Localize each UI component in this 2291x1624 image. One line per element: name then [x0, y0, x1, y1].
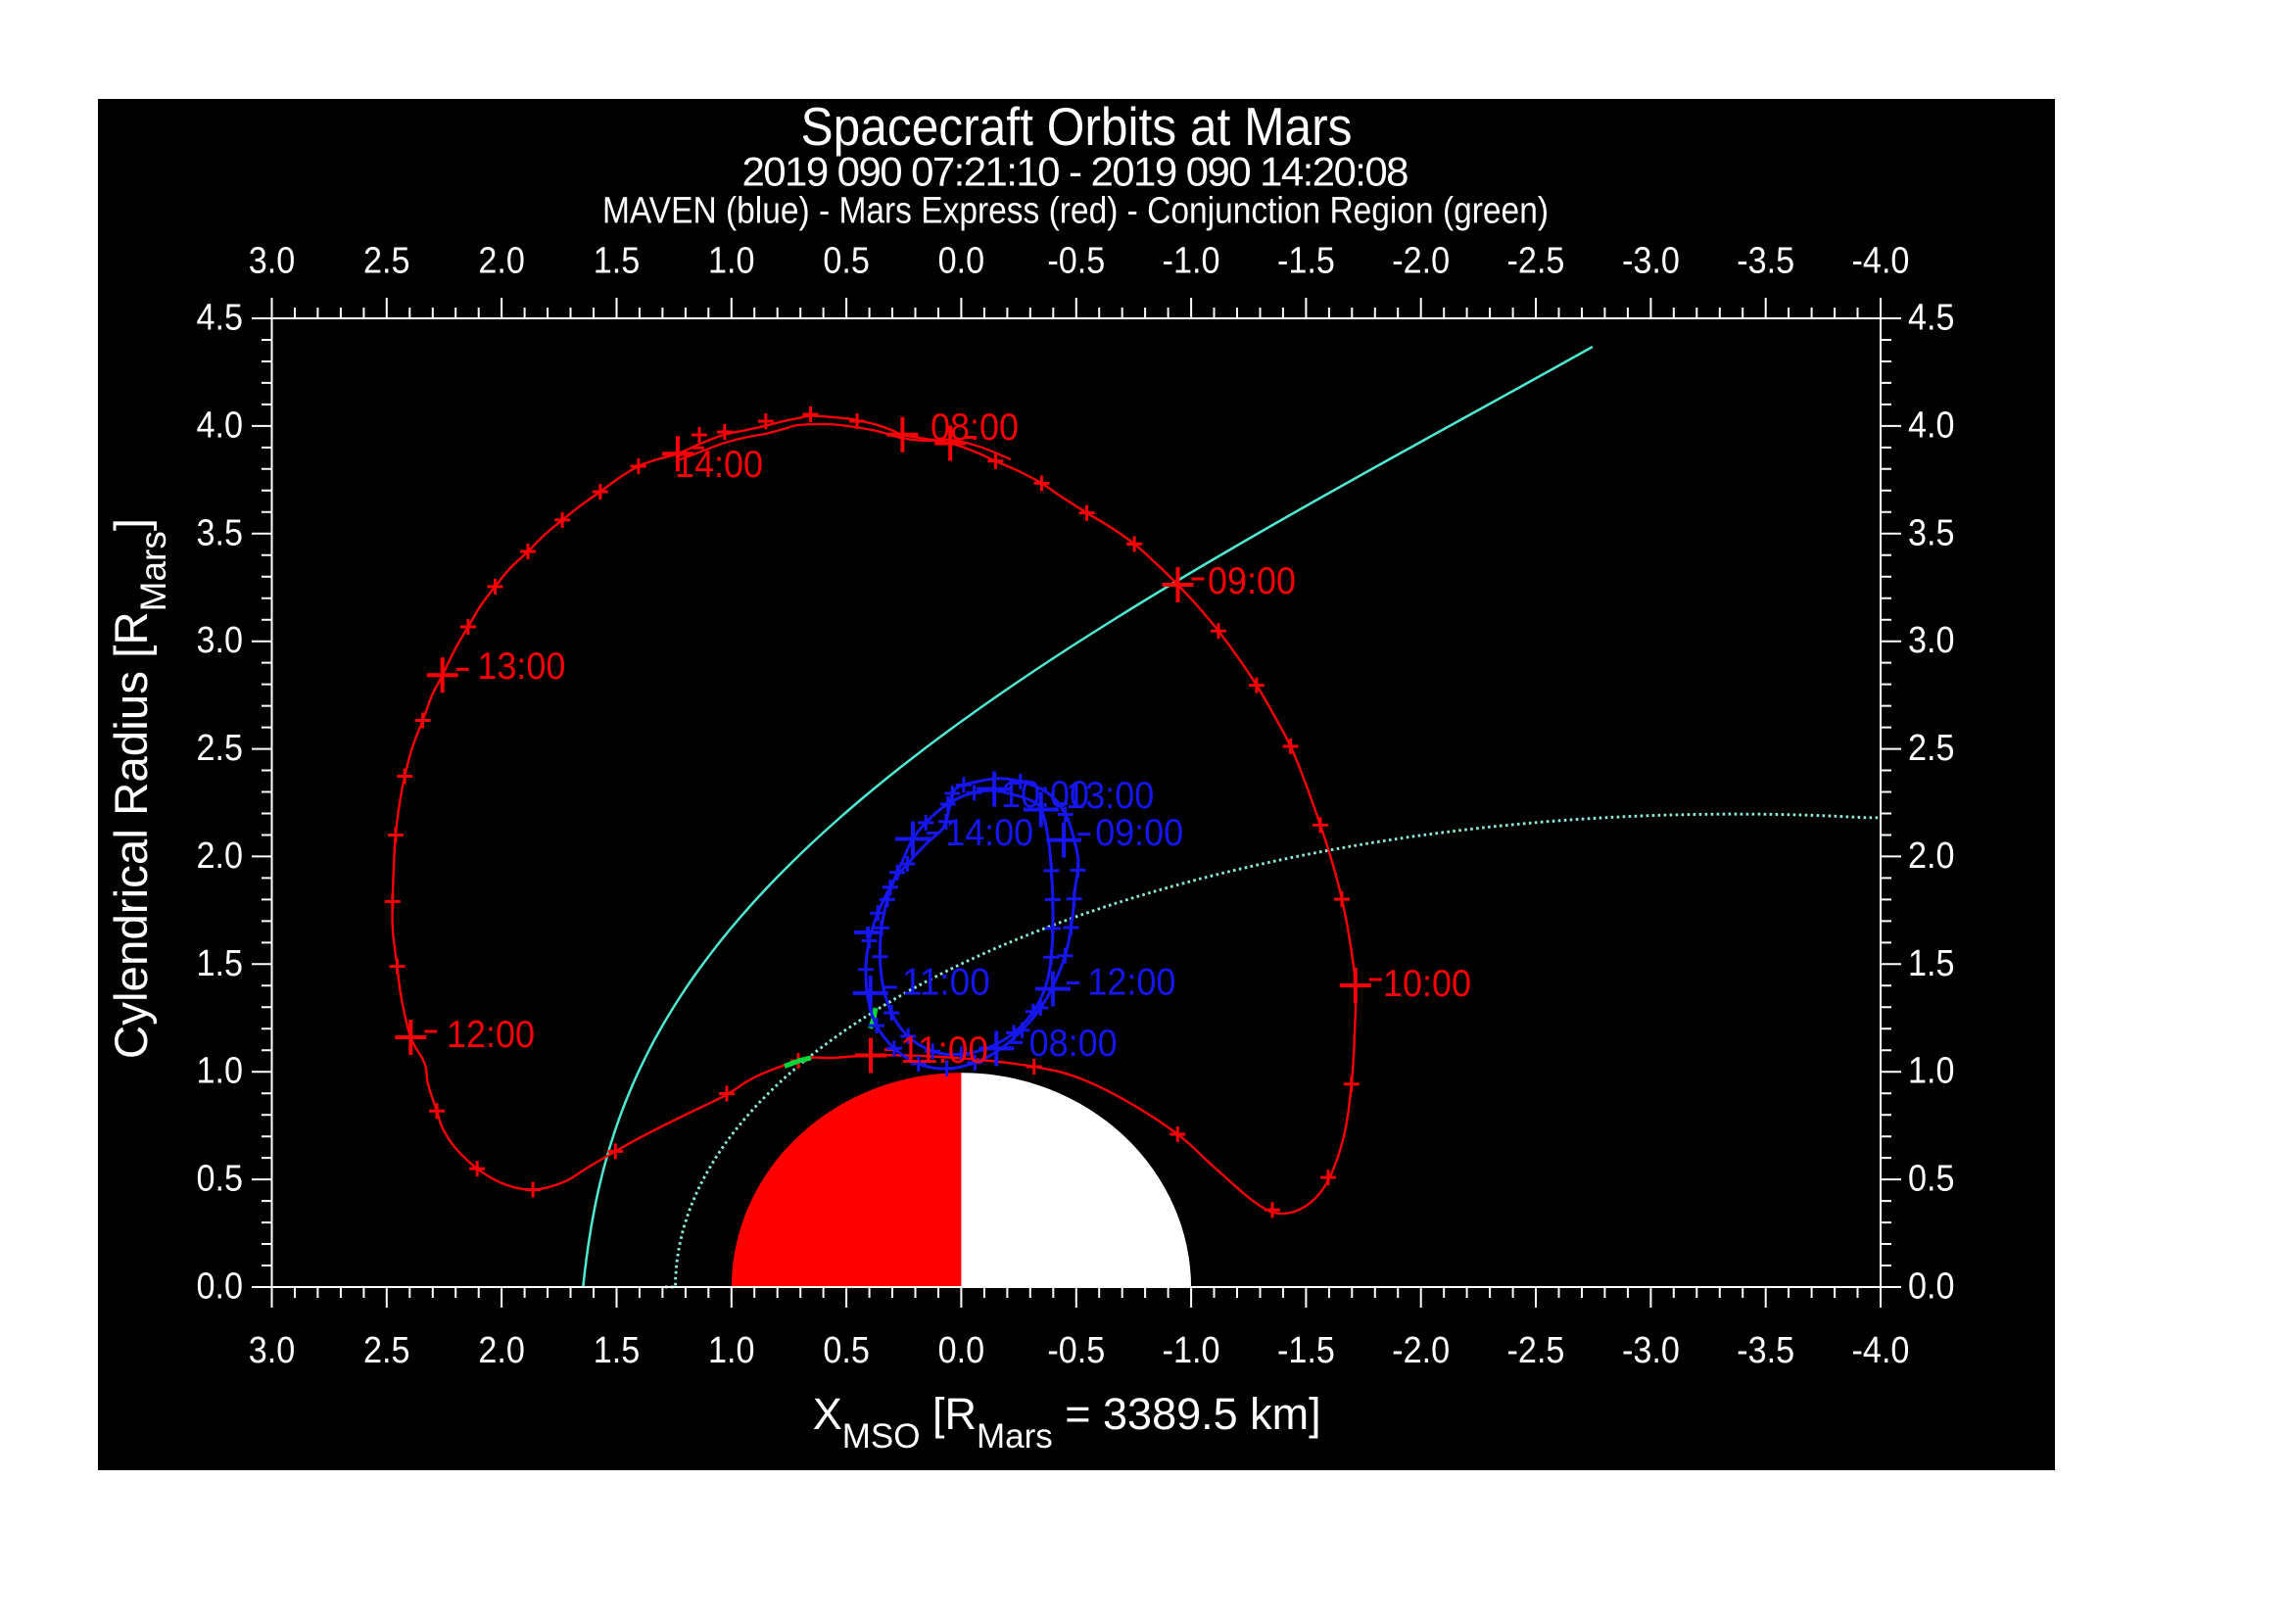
svg-text:-4.0: -4.0	[1852, 1330, 1910, 1371]
svg-text:1.5: 1.5	[1908, 943, 1955, 984]
svg-text:4.0: 4.0	[1908, 405, 1955, 446]
svg-text:2.5: 2.5	[1908, 728, 1955, 769]
svg-text:0.0: 0.0	[197, 1266, 244, 1308]
svg-text:2.0: 2.0	[478, 241, 525, 282]
svg-text:09:00: 09:00	[1095, 812, 1183, 854]
svg-text:MAVEN (blue) - Mars Express (r: MAVEN (blue) - Mars Express (red) - Conj…	[602, 191, 1549, 232]
svg-text:08:00: 08:00	[931, 406, 1019, 449]
svg-text:4.0: 4.0	[197, 405, 244, 446]
svg-text:1.0: 1.0	[708, 1330, 755, 1371]
svg-text:1.5: 1.5	[197, 943, 244, 984]
svg-text:-2.5: -2.5	[1507, 241, 1565, 282]
svg-text:2.5: 2.5	[363, 1330, 410, 1371]
svg-text:3.0: 3.0	[197, 620, 244, 661]
svg-text:-1.5: -1.5	[1277, 1330, 1335, 1371]
svg-text:-0.5: -0.5	[1047, 1330, 1105, 1371]
svg-text:0.0: 0.0	[1908, 1266, 1955, 1308]
svg-text:-3.5: -3.5	[1737, 1330, 1794, 1371]
svg-text:3.0: 3.0	[249, 241, 296, 282]
svg-text:-0.5: -0.5	[1047, 241, 1105, 282]
svg-text:4.5: 4.5	[1908, 298, 1955, 339]
svg-text:13:00: 13:00	[1066, 775, 1154, 817]
svg-text:3.0: 3.0	[249, 1330, 296, 1371]
svg-text:0.0: 0.0	[938, 1330, 985, 1371]
svg-text:-4.0: -4.0	[1852, 241, 1910, 282]
svg-text:09:00: 09:00	[1208, 560, 1296, 602]
svg-text:2.5: 2.5	[197, 728, 244, 769]
svg-text:3.5: 3.5	[197, 512, 244, 553]
svg-text:08:00: 08:00	[1029, 1023, 1118, 1065]
svg-text:11:00: 11:00	[900, 1029, 988, 1072]
svg-text:13:00: 13:00	[477, 645, 565, 688]
svg-text:-1.5: -1.5	[1277, 241, 1335, 282]
svg-text:-3.5: -3.5	[1737, 241, 1794, 282]
svg-text:2.5: 2.5	[363, 241, 410, 282]
svg-text:2.0: 2.0	[197, 836, 244, 877]
svg-text:1.5: 1.5	[594, 241, 641, 282]
svg-text:14:00: 14:00	[945, 812, 1033, 854]
svg-text:2019 090 07:21:10 - 2019 090 1: 2019 090 07:21:10 - 2019 090 14:20:08	[742, 149, 1409, 195]
svg-text:1.0: 1.0	[708, 241, 755, 282]
svg-text:1.0: 1.0	[197, 1051, 244, 1092]
svg-text:14:00: 14:00	[675, 444, 763, 486]
svg-text:4.5: 4.5	[197, 298, 244, 339]
svg-text:0.0: 0.0	[938, 241, 985, 282]
svg-text:2.0: 2.0	[478, 1330, 525, 1371]
svg-text:-2.0: -2.0	[1392, 241, 1450, 282]
svg-text:2.0: 2.0	[1908, 836, 1955, 877]
svg-text:3.5: 3.5	[1908, 512, 1955, 553]
svg-text:12:00: 12:00	[447, 1014, 535, 1056]
svg-text:XMSO [RMars = 3389.5 km]: XMSO [RMars = 3389.5 km]	[813, 1389, 1321, 1456]
svg-text:0.5: 0.5	[197, 1159, 244, 1200]
svg-text:0.5: 0.5	[823, 241, 870, 282]
svg-text:-1.0: -1.0	[1163, 241, 1220, 282]
svg-text:10:00: 10:00	[1383, 963, 1471, 1005]
svg-text:-1.0: -1.0	[1163, 1330, 1220, 1371]
svg-text:10:00: 10:00	[1001, 774, 1089, 816]
svg-text:11:00: 11:00	[902, 962, 990, 1004]
svg-text:Spacecraft Orbits at Mars: Spacecraft Orbits at Mars	[801, 96, 1353, 157]
svg-text:1.5: 1.5	[594, 1330, 641, 1371]
svg-text:12:00: 12:00	[1087, 962, 1175, 1004]
svg-text:-3.0: -3.0	[1622, 1330, 1680, 1371]
svg-text:3.0: 3.0	[1908, 620, 1955, 661]
svg-text:0.5: 0.5	[823, 1330, 870, 1371]
svg-text:-2.5: -2.5	[1507, 1330, 1565, 1371]
svg-text:-2.0: -2.0	[1392, 1330, 1450, 1371]
svg-text:0.5: 0.5	[1908, 1159, 1955, 1200]
svg-text:1.0: 1.0	[1908, 1051, 1955, 1092]
svg-text:-3.0: -3.0	[1622, 241, 1680, 282]
